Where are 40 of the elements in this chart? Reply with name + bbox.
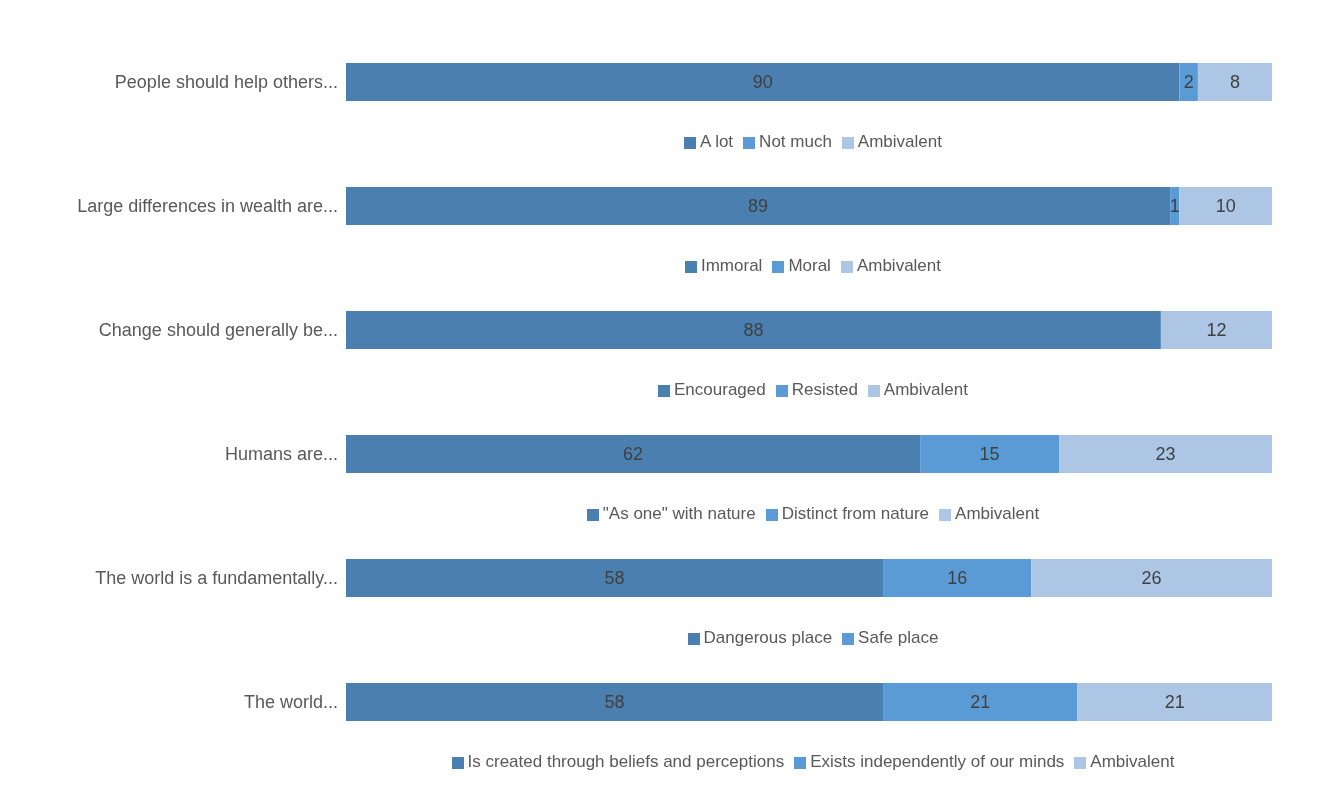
data-label: 12 xyxy=(1206,320,1227,341)
legend-label: Dangerous place xyxy=(703,628,833,647)
data-label: 58 xyxy=(604,692,625,713)
data-label: 88 xyxy=(743,320,764,341)
data-label: 15 xyxy=(979,444,1000,465)
data-label: 2 xyxy=(1183,72,1194,93)
y-tick-label: The world is a fundamentally... xyxy=(95,568,338,589)
legend-label: Is created through beliefs and perceptions xyxy=(467,752,785,771)
data-label: 16 xyxy=(947,568,968,589)
legend-label: Not much xyxy=(759,132,832,151)
data-label: 90 xyxy=(752,72,773,93)
data-label: 58 xyxy=(604,568,625,589)
data-label: 89 xyxy=(748,196,769,217)
legend-label: Ambivalent xyxy=(955,504,1040,523)
legend-label: Ambivalent xyxy=(857,132,942,151)
legend-label: Exists independently of our minds xyxy=(810,752,1065,771)
data-label: 23 xyxy=(1155,444,1176,465)
data-label: 21 xyxy=(1164,692,1185,713)
legend-label: Safe place xyxy=(858,628,939,647)
legend-label: Ambivalent xyxy=(856,256,942,275)
legend-label: Ambivalent xyxy=(883,380,968,399)
legend-label: Moral xyxy=(788,256,831,275)
legend-label: "As one" with nature xyxy=(602,504,756,523)
legend-label: Resisted xyxy=(791,380,858,399)
legend-label: Encouraged xyxy=(674,380,766,399)
y-tick-label: Humans are... xyxy=(224,444,338,465)
data-label: 62 xyxy=(623,444,644,465)
y-tick-label: Change should generally be... xyxy=(98,320,338,341)
y-tick-label: People should help others... xyxy=(114,72,338,93)
data-label: 21 xyxy=(970,692,991,713)
legend-label: Ambivalent xyxy=(1090,752,1175,771)
data-label: 26 xyxy=(1141,568,1162,589)
legend-label: A lot xyxy=(700,132,734,151)
data-label: 10 xyxy=(1215,196,1236,217)
data-label: 1 xyxy=(1169,196,1180,217)
y-tick-label: The world... xyxy=(243,692,338,713)
legend-label: Distinct from nature xyxy=(781,504,930,523)
y-tick-label: Large differences in wealth are... xyxy=(77,196,338,217)
legend-label: Immoral xyxy=(700,256,763,275)
data-label: 8 xyxy=(1229,72,1240,93)
